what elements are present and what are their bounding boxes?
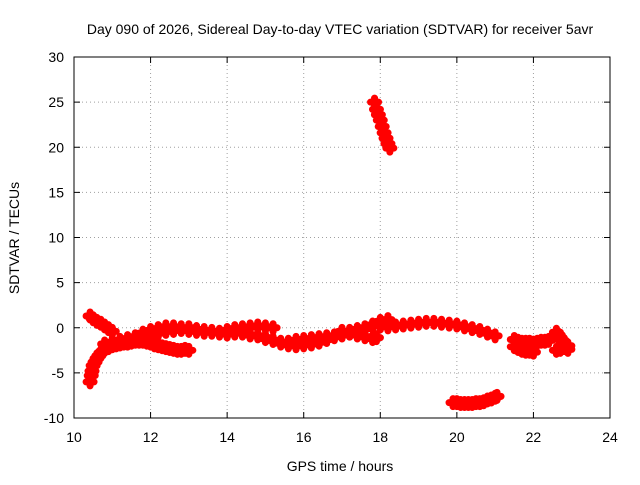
- x-tick-label: 18: [372, 429, 388, 445]
- series-track-12: [548, 338, 576, 358]
- data-point: [265, 320, 281, 336]
- series-track-6: [334, 323, 384, 347]
- x-tick-label: 12: [143, 429, 159, 445]
- data-point: [489, 388, 505, 404]
- y-tick-label: 25: [48, 94, 64, 110]
- data-point: [525, 344, 541, 360]
- y-tick-label: 15: [48, 184, 64, 200]
- y-axis-label: SDTVAR / TECUs: [6, 182, 22, 294]
- data-point: [368, 330, 384, 346]
- y-tick-labels: -10 -5 0 5 10 15 20 25 30: [44, 49, 64, 426]
- y-tick-label: 0: [56, 320, 64, 336]
- series-track-2: [82, 308, 120, 339]
- grid: [74, 57, 610, 418]
- series-track-4: [135, 318, 281, 341]
- y-tick-label: 10: [48, 230, 64, 246]
- data-point: [487, 328, 503, 344]
- y-tick-label: 30: [48, 49, 64, 65]
- x-axis-label: GPS time / hours: [287, 458, 394, 474]
- axis-ticks: [73, 56, 611, 419]
- x-tick-label: 14: [219, 429, 235, 445]
- data-point: [382, 140, 398, 156]
- x-tick-label: 24: [602, 429, 618, 445]
- data-point: [541, 332, 557, 348]
- x-tick-label: 16: [296, 429, 312, 445]
- y-tick-label: -10: [44, 410, 64, 426]
- y-tick-label: 5: [56, 275, 64, 291]
- y-tick-label: 20: [48, 139, 64, 155]
- x-tick-label: 22: [526, 429, 542, 445]
- data-point: [181, 342, 197, 358]
- series-track-7: [367, 94, 398, 156]
- series-track-10: [506, 339, 541, 360]
- data-markers: [82, 94, 576, 412]
- x-tick-label: 20: [449, 429, 465, 445]
- series-track-8: [445, 388, 505, 412]
- x-tick-label: 10: [66, 429, 82, 445]
- y-tick-label: -5: [52, 365, 65, 381]
- x-tick-labels: 10 12 14 16 18 20 22 24: [66, 429, 618, 445]
- data-point: [104, 323, 120, 339]
- data-point: [560, 338, 576, 354]
- chart-title: Day 090 of 2026, Sidereal Day-to-day VTE…: [87, 21, 594, 37]
- data-point: [365, 317, 381, 333]
- data-point: [380, 312, 396, 328]
